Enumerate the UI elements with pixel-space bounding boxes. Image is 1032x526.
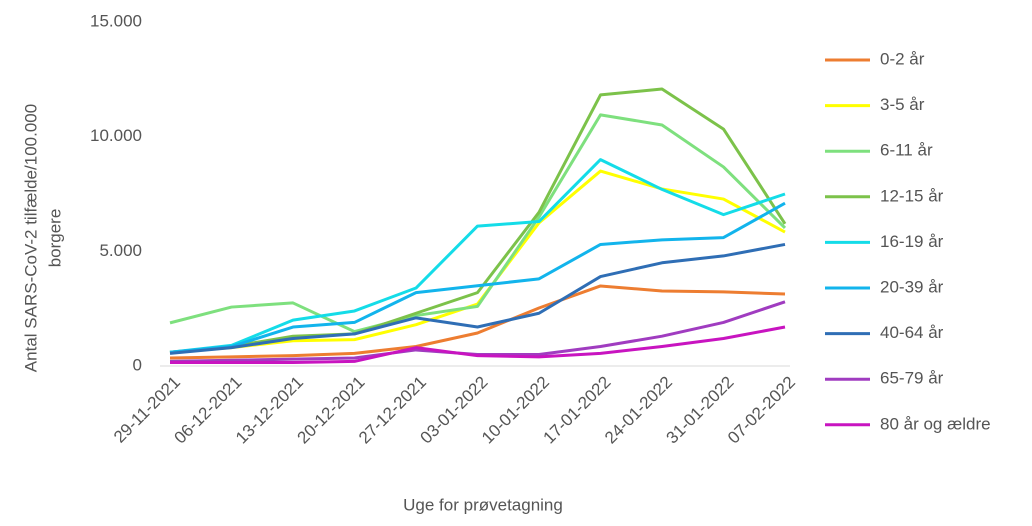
legend-label: 3-5 år	[880, 95, 925, 114]
y-tick-label: 0	[133, 355, 142, 374]
legend-label: 20-39 år	[880, 277, 944, 296]
legend-label: 80 år og ældre	[880, 414, 991, 433]
y-axis-title: Antal SARS-CoV-2 tilfælde/100.000	[21, 104, 40, 372]
line-series	[169, 113, 787, 334]
x-tick-label: 07-02-2022	[724, 373, 799, 448]
legend-label: 0-2 år	[880, 49, 925, 68]
legend-label: 12-15 år	[880, 186, 944, 205]
line-series	[169, 284, 786, 360]
line-series	[169, 169, 786, 354]
legend-label: 40-64 år	[880, 323, 944, 342]
legend-label: 16-19 år	[880, 232, 944, 251]
x-axis-title: Uge for prøvetagning	[403, 495, 563, 514]
y-tick-label: 15.000	[90, 11, 142, 30]
line-series	[169, 87, 787, 354]
y-tick-label: 10.000	[90, 126, 142, 145]
legend-label: 65-79 år	[880, 369, 944, 388]
line-series	[169, 242, 786, 355]
y-tick-label: 5.000	[99, 241, 142, 260]
y-axis-title: borgere	[45, 209, 64, 268]
legend-label: 6-11 år	[880, 141, 933, 160]
line-series	[169, 201, 786, 354]
line-series	[169, 158, 786, 354]
line-series	[170, 325, 786, 365]
